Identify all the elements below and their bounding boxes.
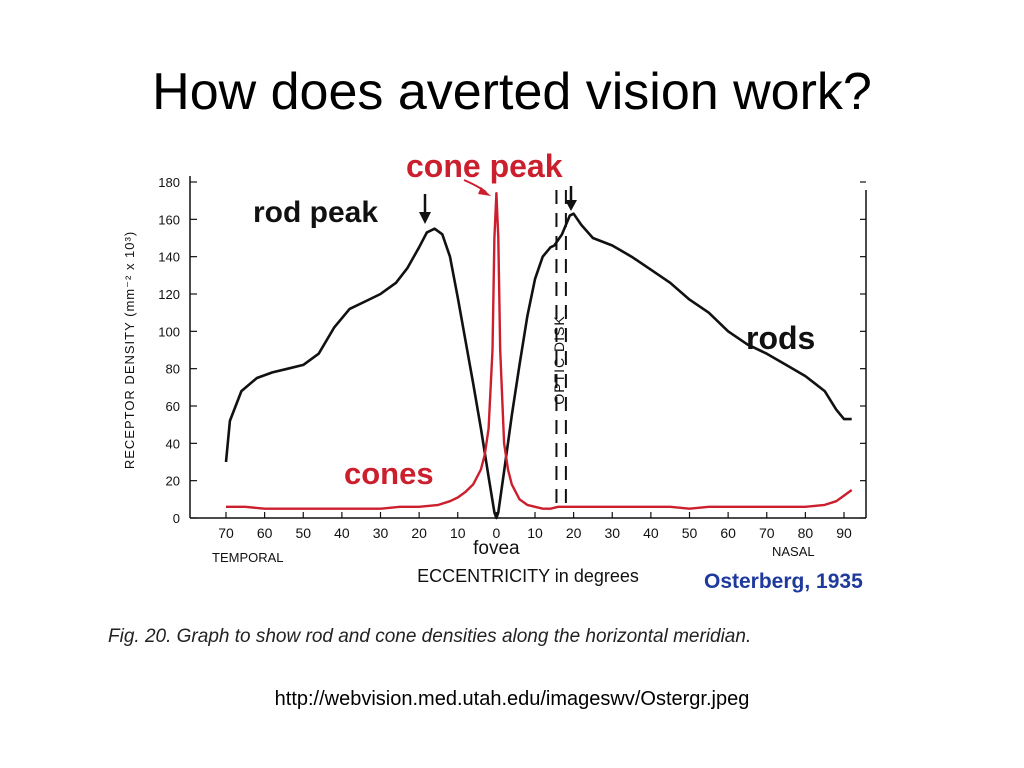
x-tick-label: 50 (682, 525, 698, 541)
x-tick-label: 60 (720, 525, 736, 541)
x-tick-label: 90 (836, 525, 852, 541)
x-tick-label: 80 (798, 525, 814, 541)
source-url-link[interactable]: http://webvision.med.utah.edu/imageswv/O… (274, 688, 750, 710)
x-tick-label: 30 (604, 525, 620, 541)
rods-series-label: rods (746, 320, 815, 356)
y-tick-label: 160 (158, 212, 180, 227)
x-tick-label: 20 (566, 525, 582, 541)
y-tick-label: 60 (166, 399, 180, 414)
x-tick-label: 50 (295, 525, 311, 541)
y-tick-label: 20 (166, 474, 180, 489)
rod-peak-arrow-head (419, 212, 431, 224)
x-tick-label: 70 (218, 525, 234, 541)
x-tick-label: 40 (643, 525, 659, 541)
series-line-cones (226, 192, 853, 510)
nasal-label: NASAL (772, 544, 815, 559)
series-line-rods (224, 212, 852, 520)
optic-peak-arrow-head (565, 200, 577, 211)
rod-peak-label: rod peak (253, 196, 378, 229)
y-tick-label: 40 (166, 436, 180, 451)
chart-labels: rod peak cone peak rods cones (253, 148, 815, 491)
figure-credit: Osterberg, 1935 (704, 570, 863, 593)
x-tick-label: 40 (334, 525, 350, 541)
x-tick-label: 70 (759, 525, 775, 541)
cone-peak-arrow-head (478, 187, 491, 196)
x-tick-label: 20 (411, 525, 427, 541)
optic-disk-label: OPTIC DISK (551, 315, 567, 404)
x-tick-label: 0 (492, 525, 500, 541)
y-tick-label: 0 (173, 511, 180, 526)
y-tick-label: 80 (166, 362, 180, 377)
x-axis-title: ECCENTRICITY in degrees (417, 566, 639, 586)
cones-series-label: cones (344, 456, 434, 491)
cone-peak-label: cone peak (406, 148, 563, 184)
y-tick-label: 100 (158, 324, 180, 339)
y-tick-label: 120 (158, 287, 180, 302)
y-axis-title: RECEPTOR DENSITY (mm⁻² x 10³) (122, 231, 137, 469)
x-tick-label: 10 (527, 525, 543, 541)
y-tick-label: 140 (158, 250, 180, 265)
slide-title: How does averted vision work? (152, 63, 872, 121)
fovea-label: fovea (473, 538, 520, 559)
figure-caption: Fig. 20. Graph to show rod and cone dens… (108, 626, 752, 647)
x-tick-label: 10 (450, 525, 466, 541)
y-tick-label: 180 (158, 175, 180, 190)
temporal-label: TEMPORAL (212, 550, 284, 565)
x-tick-label: 30 (373, 525, 389, 541)
chart-series (224, 192, 853, 520)
x-tick-label: 60 (257, 525, 273, 541)
